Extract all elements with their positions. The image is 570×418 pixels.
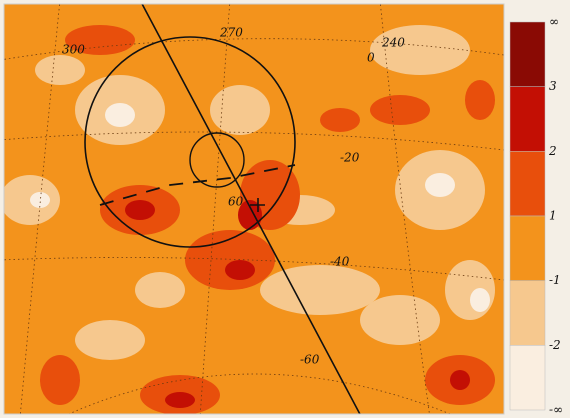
coordinate-label: -40 [330,255,350,269]
colorbar-label: ∞ [549,15,559,29]
colorbar-band [510,216,545,281]
sky-map [0,0,504,418]
coordinate-label: 300 [62,43,85,57]
coordinate-label: 0 [367,51,375,65]
page: {"map": {"coordinate_labels": ["300", "2… [0,0,570,418]
colorbar-label: -2 [549,338,561,352]
figure: 300 270 240 0 -20 -40 -60 60 ∞ 3 2 1 -1 -2 -∞ [0,0,570,418]
colorbar-band [510,345,545,410]
coordinate-label: 60 [228,195,244,209]
colorbar-band [510,22,545,87]
coordinate-label: 240 [381,36,405,50]
colorbar-label: 1 [549,209,557,223]
coordinate-label: -60 [300,353,320,367]
colorbar: ∞ 3 2 1 -1 -2 -∞ [510,15,563,417]
colorbar-band [510,87,545,152]
colorbar-label: -∞ [549,403,563,417]
colorbar-band [510,281,545,346]
colorbar-label: -1 [549,273,561,287]
colorbar-label: 2 [548,144,557,158]
coordinate-label: -20 [340,151,360,165]
colorbar-label: 3 [549,79,557,93]
colorbar-band [510,151,545,216]
coordinate-label: 270 [219,26,243,40]
